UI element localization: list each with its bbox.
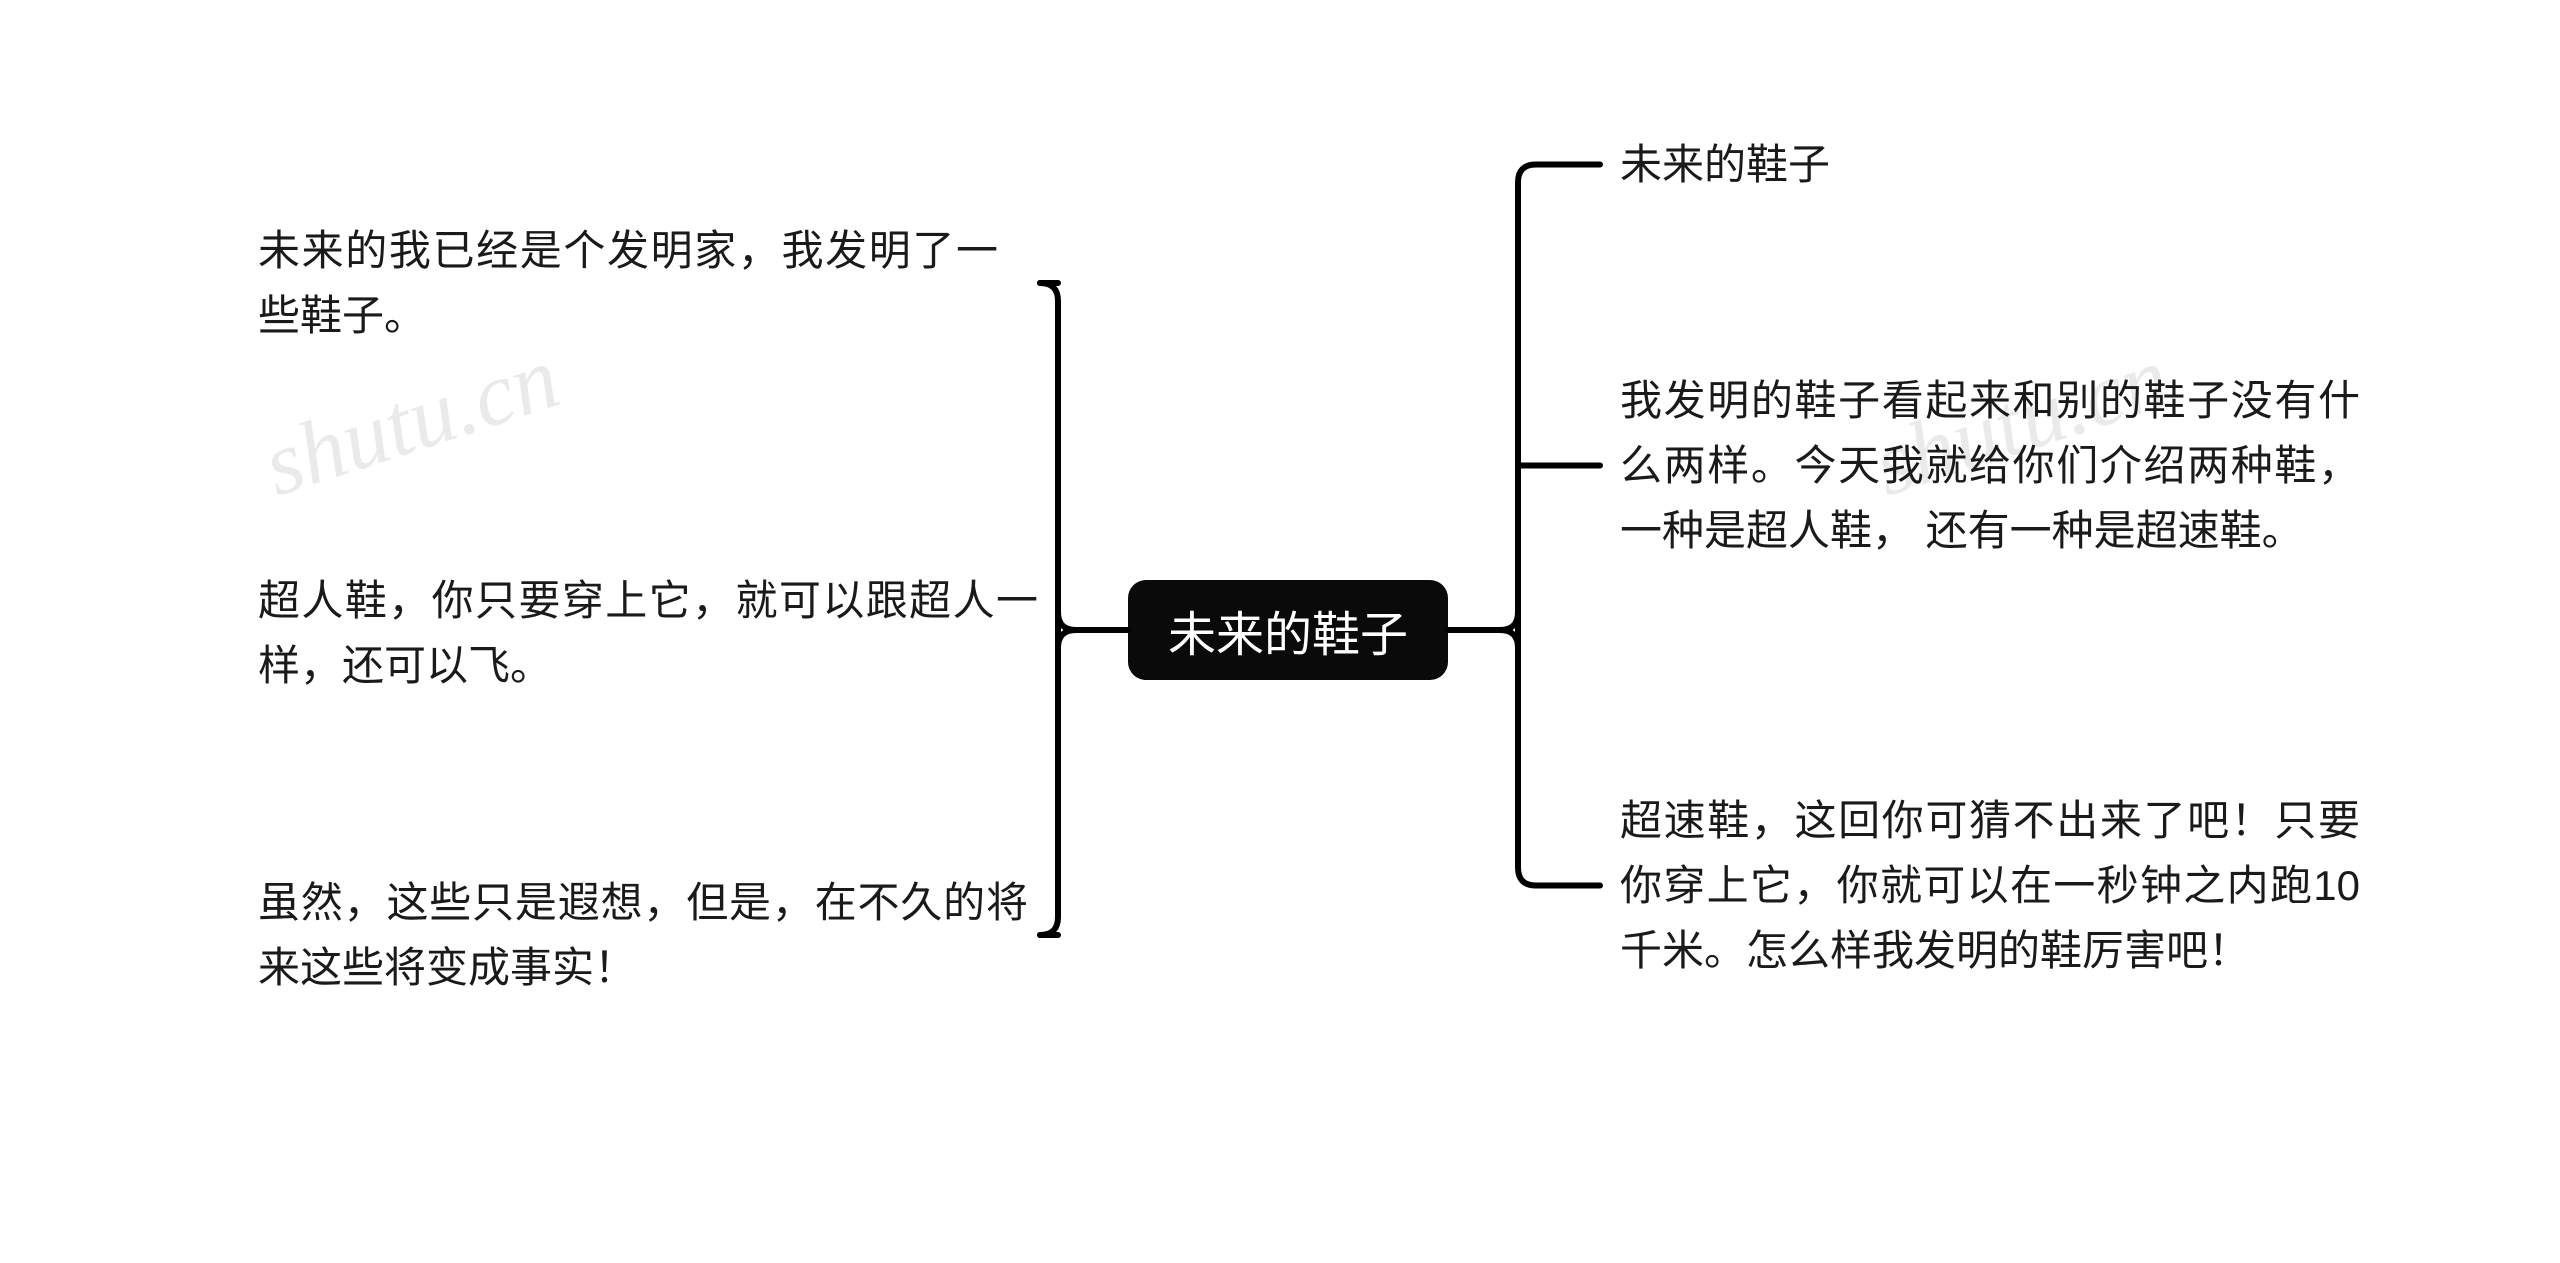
mindmap-canvas: shutu.cnshutu.cn未来的鞋子未来的我已经是个发明家，我发明了一些鞋… bbox=[0, 0, 2560, 1263]
right-leaf-1[interactable]: 我发明的鞋子看起来和别的鞋子没有什么两样。今天我就给你们介绍两种鞋，一种是超人鞋… bbox=[1620, 368, 2360, 563]
right-leaf-2[interactable]: 超速鞋，这回你可猜不出来了吧！只要你穿上它，你就可以在一秒钟之内跑10千米。怎么… bbox=[1620, 788, 2360, 983]
right-leaf-0[interactable]: 未来的鞋子 bbox=[1620, 132, 2360, 197]
left-leaf-1[interactable]: 超人鞋，你只要穿上它，就可以跟超人一样，还可以飞。 bbox=[258, 568, 1038, 698]
left-leaf-2[interactable]: 虽然，这些只是遐想，但是，在不久的将来这些将变成事实！ bbox=[258, 870, 1028, 1000]
center-node[interactable]: 未来的鞋子 bbox=[1128, 580, 1448, 680]
watermark: shutu.cn bbox=[251, 326, 571, 517]
left-leaf-0[interactable]: 未来的我已经是个发明家，我发明了一些鞋子。 bbox=[258, 218, 998, 348]
